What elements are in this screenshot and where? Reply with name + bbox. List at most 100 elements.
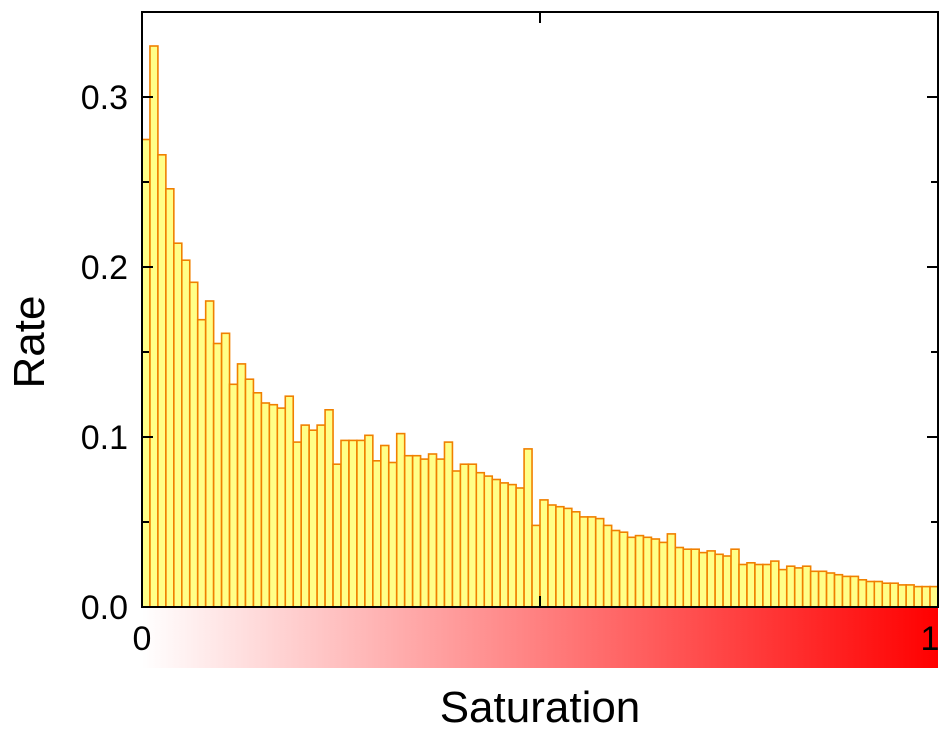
histogram-bar <box>379 444 390 608</box>
histogram-bar <box>833 573 844 608</box>
histogram-bar <box>491 478 501 608</box>
histogram-bar <box>228 383 239 608</box>
histogram-bar <box>825 572 836 608</box>
y-axis-title: Rate <box>5 296 54 389</box>
saturation-color-gradient <box>142 607 938 668</box>
histogram-bar <box>897 584 907 608</box>
y-tick-labels: 0.0 0.1 0.2 0.3 <box>81 79 128 627</box>
histogram-bar <box>754 563 764 608</box>
histogram-bar <box>451 470 462 608</box>
histogram-bar <box>435 458 446 608</box>
histogram-bar <box>141 138 151 608</box>
histogram-bar <box>777 568 788 608</box>
histogram-bar <box>459 463 470 608</box>
histogram-bar <box>157 154 167 608</box>
histogram-bar <box>403 454 414 608</box>
histogram-bar <box>475 471 486 608</box>
histogram-bar <box>196 318 207 608</box>
histogram-bar <box>252 391 263 608</box>
histogram-bar <box>666 533 677 608</box>
histogram-bar <box>539 499 549 608</box>
histogram-bar <box>507 483 517 608</box>
histogram-bar <box>913 585 923 608</box>
histogram-bar <box>785 565 796 608</box>
histogram-bar <box>571 510 581 608</box>
histogram-bar <box>324 408 334 608</box>
histogram-bar <box>586 516 597 608</box>
histogram-bar <box>427 453 438 608</box>
histogram-bar <box>857 578 868 608</box>
histogram-bar <box>905 584 915 608</box>
y-tick-label: 0.3 <box>81 79 128 117</box>
histogram-bar <box>181 259 191 608</box>
histogram-bar <box>921 585 931 608</box>
histogram-bar <box>849 575 860 608</box>
histogram-bar <box>173 242 183 608</box>
histogram-bar <box>188 281 199 608</box>
histogram-bar <box>292 441 302 608</box>
axis-ticks <box>141 12 939 608</box>
y-tick-label: 0.1 <box>81 419 128 457</box>
histogram-bar <box>268 403 279 608</box>
histogram-bar <box>276 407 287 608</box>
histogram-bar <box>332 463 342 608</box>
histogram-bar <box>929 585 939 608</box>
histogram-bar <box>244 378 255 608</box>
histogram-bar <box>563 507 573 608</box>
histogram-bar <box>730 548 740 608</box>
histogram-bar <box>308 429 318 608</box>
histogram-bar <box>372 459 382 608</box>
histogram-bar <box>523 448 533 608</box>
histogram-bar <box>419 458 430 608</box>
histogram-bar <box>793 567 804 608</box>
histogram-bar <box>809 570 820 608</box>
histogram-bar <box>626 536 637 608</box>
histogram-bar <box>316 424 326 608</box>
histogram-bar <box>443 441 454 608</box>
histogram-bar <box>236 363 247 608</box>
histogram-bar <box>746 561 756 608</box>
histogram-bar <box>260 402 271 608</box>
histogram-bar <box>650 538 661 608</box>
histogram-bar <box>817 570 828 608</box>
histogram-bar <box>658 541 669 608</box>
histogram-bar <box>411 454 422 608</box>
histogram-bar <box>618 531 629 608</box>
histogram-bar <box>284 395 295 608</box>
histogram-bar <box>531 524 541 608</box>
histogram-bar <box>499 482 509 608</box>
histogram-bar <box>706 550 716 608</box>
histogram-bar <box>738 563 748 608</box>
histogram-bar <box>642 536 653 608</box>
histogram-bar <box>467 463 478 608</box>
histogram-bar <box>594 517 605 608</box>
histogram-bar <box>762 563 772 608</box>
histogram-bar <box>483 475 494 608</box>
histogram-bar <box>356 439 366 608</box>
histogram-bar <box>634 534 645 608</box>
x-tick-label: 1 <box>921 620 940 658</box>
histogram-bar <box>682 548 693 608</box>
histogram-bar <box>515 487 525 608</box>
x-tick-label: 0 <box>133 620 152 658</box>
histogram-bar <box>841 575 852 608</box>
histogram-bar <box>300 424 310 608</box>
x-axis-title: Saturation <box>440 683 641 732</box>
histogram-bar <box>889 582 899 608</box>
histogram-bars <box>141 45 939 608</box>
histogram-bar <box>674 546 685 608</box>
histogram-bar <box>865 580 876 608</box>
histogram-bar <box>610 529 621 608</box>
histogram-bar <box>149 45 159 608</box>
histogram-bar <box>204 300 215 608</box>
y-tick-label: 0.2 <box>81 249 128 287</box>
histogram-bar <box>881 582 892 608</box>
histogram-bar <box>578 516 589 608</box>
y-tick-label: 0.0 <box>81 589 128 627</box>
histogram-bar <box>555 505 565 608</box>
histogram-bar <box>801 565 812 608</box>
histogram-bar <box>770 560 780 608</box>
histogram-bar <box>547 504 557 608</box>
